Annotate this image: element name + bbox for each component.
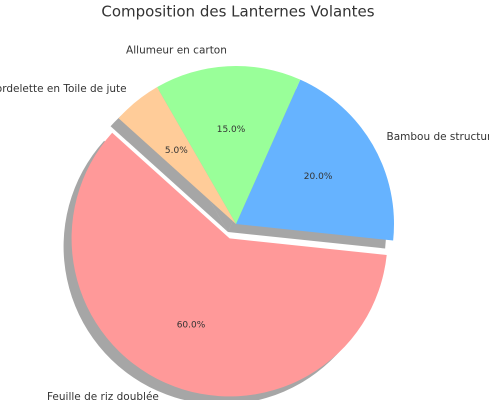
pie-slice [157, 66, 301, 224]
value-label: 15.0% [217, 125, 246, 135]
pie-slice [71, 132, 387, 397]
value-label: 20.0% [304, 172, 333, 182]
pie-slice [236, 79, 394, 241]
pie-slice [118, 87, 236, 224]
value-label: 60.0% [177, 321, 206, 331]
slice-label: Allumeur en carton [126, 44, 227, 56]
slice-label: Feuille de riz doublée [47, 391, 159, 400]
value-label: 5.0% [165, 146, 188, 156]
slice-label: Cordelette en Toile de jute [0, 83, 127, 95]
slice-label: Bambou de structure [387, 131, 489, 143]
chart-title: Composition des Lanternes Volantes [101, 3, 374, 21]
